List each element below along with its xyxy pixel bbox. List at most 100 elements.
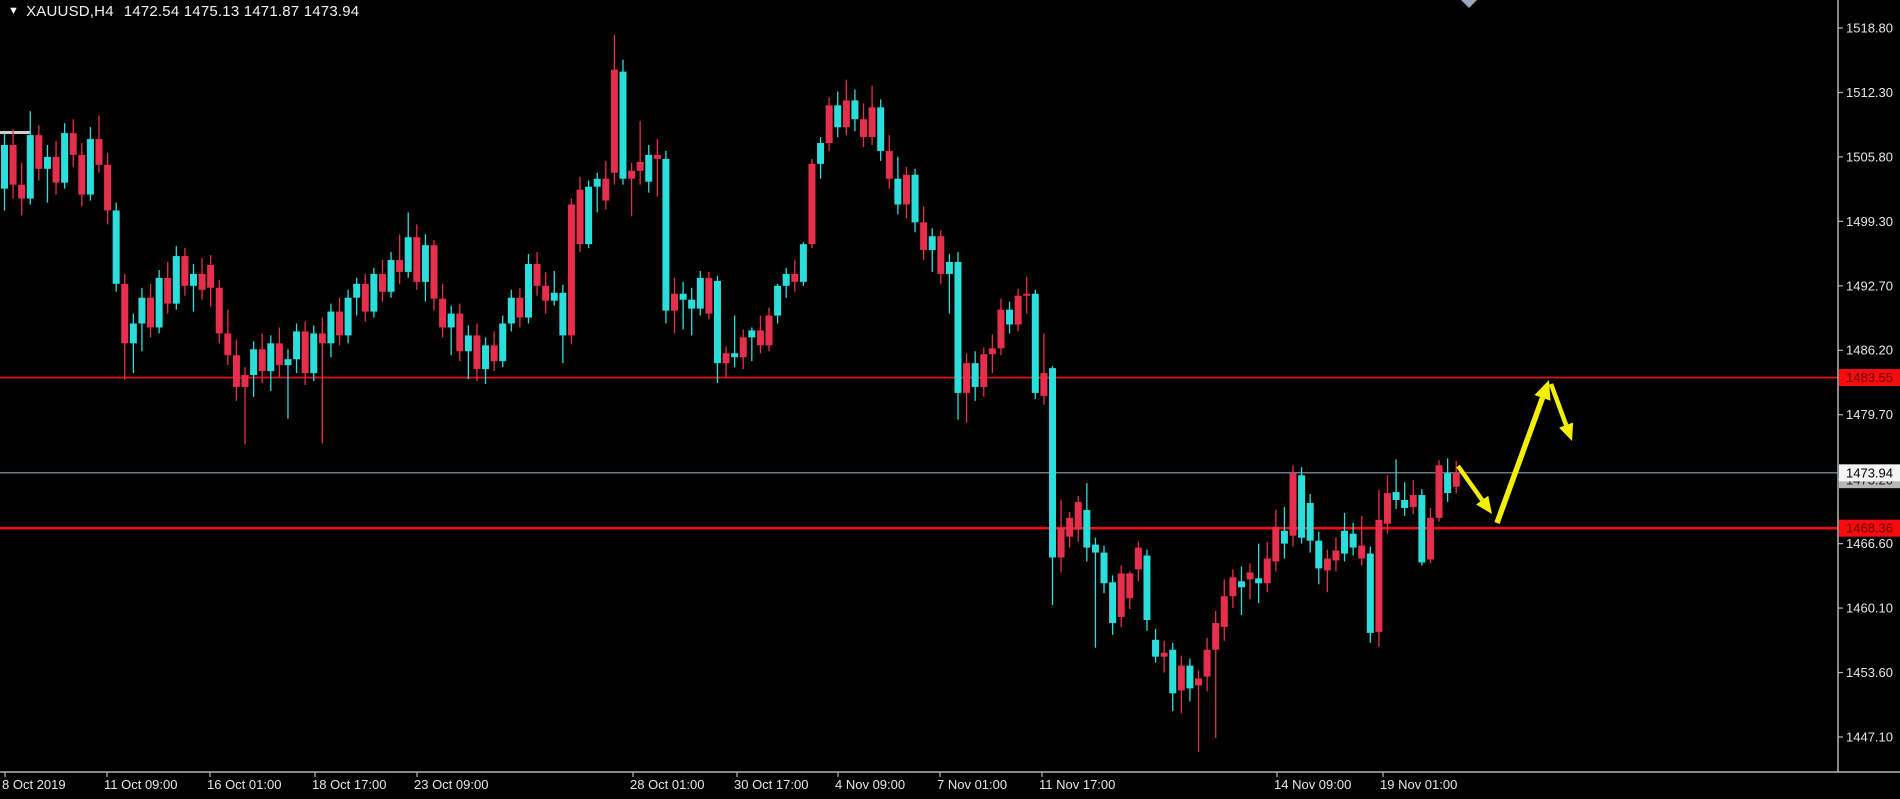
candle-body: [138, 297, 146, 324]
candle-body: [550, 292, 558, 301]
candle-body: [1426, 517, 1434, 560]
time-axis-label: 23 Oct 09:00: [414, 777, 488, 792]
time-axis-label: 16 Oct 01:00: [207, 777, 281, 792]
bid-price-label-bg: [1839, 464, 1900, 482]
candle-body: [722, 353, 730, 364]
candle-body: [1134, 547, 1142, 570]
candle-body: [988, 348, 996, 355]
candle-body: [688, 299, 696, 309]
candle-body: [774, 285, 782, 316]
candle-body: [1444, 473, 1452, 494]
candle-body: [456, 313, 464, 352]
candle-body: [155, 277, 163, 328]
price-axis-label: 1466.60: [1846, 536, 1893, 551]
candle-body: [1280, 530, 1288, 544]
candle-body: [954, 262, 962, 393]
candle-body: [860, 119, 867, 138]
candle-body: [1066, 517, 1074, 537]
candle-body: [842, 100, 850, 128]
candle-body: [293, 331, 301, 360]
price-axis-label: 1453.60: [1846, 665, 1893, 680]
time-axis-label: 8 Oct 2019: [2, 777, 66, 792]
candle-body: [18, 184, 26, 199]
candle-body: [361, 283, 369, 312]
candle-body: [1409, 495, 1417, 507]
candle-body: [464, 335, 472, 352]
candle-body: [1117, 573, 1125, 618]
candle-body: [748, 330, 756, 338]
candle-body: [1, 145, 8, 189]
candle-body: [1246, 572, 1254, 580]
candle-body: [902, 174, 910, 205]
candle-body: [1057, 527, 1065, 558]
candle-body: [267, 343, 275, 372]
candle-body: [1100, 552, 1108, 584]
candle-body: [1358, 545, 1366, 559]
candle-body: [1383, 493, 1391, 524]
candle-body: [490, 345, 498, 362]
candle-body: [310, 333, 318, 374]
candle-body: [1074, 501, 1082, 530]
candle-body: [1229, 577, 1237, 597]
candle-body: [1152, 639, 1160, 657]
candle-body: [817, 143, 825, 164]
candle-body: [370, 273, 378, 312]
candle-body: [344, 297, 352, 336]
symbol-dropdown-icon[interactable]: ▼: [8, 5, 20, 17]
candle-body: [911, 174, 919, 223]
forecast-arrow-head-down-to-support[interactable]: [1476, 495, 1492, 514]
candle-body: [172, 256, 180, 304]
forecast-arrow-shaft-down-to-support[interactable]: [1456, 464, 1485, 502]
candle-body: [1392, 492, 1400, 501]
candle-body: [95, 139, 103, 165]
chart-shift-marker-icon[interactable]: [1461, 0, 1477, 8]
candle-body: [980, 354, 988, 387]
candle-body: [696, 277, 704, 309]
candle-body: [1169, 649, 1177, 694]
candle-body: [1006, 309, 1014, 325]
candle-body: [43, 156, 51, 169]
candle-body: [628, 170, 636, 179]
candle-body: [378, 273, 386, 292]
candle-body: [404, 237, 412, 272]
candle-body: [1298, 475, 1306, 538]
price-axis-label: 1486.20: [1846, 343, 1893, 358]
candle-body: [662, 158, 670, 311]
price-axis-label: 1518.80: [1846, 20, 1893, 35]
price-axis-label: 1499.30: [1846, 214, 1893, 229]
candle-body: [241, 375, 249, 387]
time-axis-label: 7 Nov 01:00: [937, 777, 1007, 792]
candle-body: [78, 154, 86, 195]
candle-body: [1315, 540, 1323, 569]
candle-body: [885, 150, 893, 179]
candle-body: [207, 264, 215, 288]
forecast-arrow-head-down-after-top[interactable]: [1559, 422, 1574, 441]
candle-body: [731, 353, 739, 358]
candle-body: [679, 293, 687, 300]
candle-body: [1375, 519, 1383, 632]
candle-body: [516, 297, 524, 318]
candle-body: [421, 245, 429, 282]
candle-body: [619, 71, 627, 179]
candle-body: [1341, 530, 1349, 554]
candle-body: [645, 154, 653, 182]
candle-body: [636, 161, 644, 171]
candle-body: [1031, 293, 1039, 393]
candle-body: [533, 264, 541, 286]
candle-body: [258, 349, 266, 372]
candle-body: [834, 105, 842, 128]
candle-body: [653, 154, 661, 159]
candle-body: [69, 133, 77, 155]
candle-body: [1091, 544, 1099, 553]
forecast-arrow-shaft-up-to-resistance[interactable]: [1494, 396, 1546, 524]
price-axis-label: 1479.70: [1846, 407, 1893, 422]
candle-body: [353, 283, 361, 298]
candle-body: [808, 163, 816, 245]
candle-body: [104, 164, 112, 211]
candle-body: [1401, 500, 1409, 508]
forecast-arrow-shaft-down-after-top[interactable]: [1548, 383, 1569, 426]
candle-body: [35, 135, 43, 169]
candle-body: [473, 335, 481, 370]
forecast-arrow-head-up-to-resistance[interactable]: [1534, 380, 1551, 401]
